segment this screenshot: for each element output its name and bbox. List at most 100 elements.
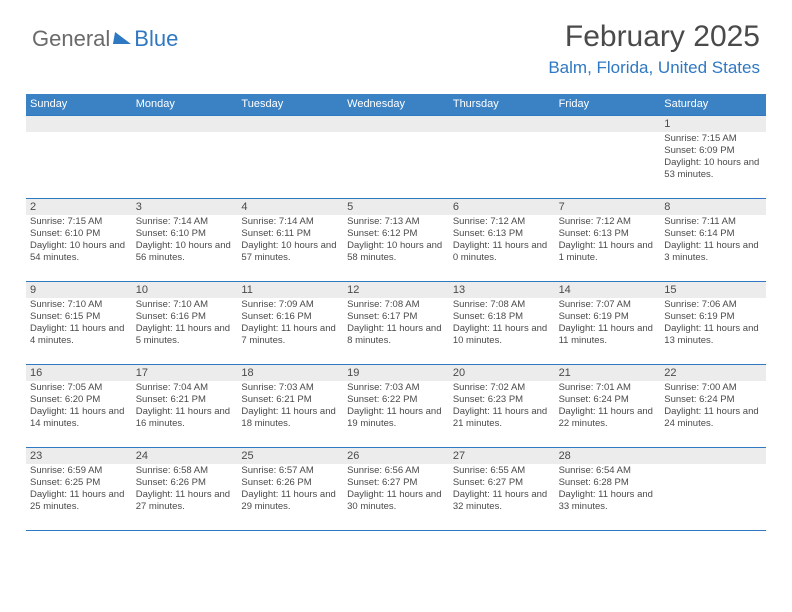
- day-number: 12: [343, 282, 449, 298]
- daylight-line: Daylight: 11 hours and 5 minutes.: [136, 323, 234, 347]
- daylight-line: Daylight: 11 hours and 16 minutes.: [136, 406, 234, 430]
- day-cell: 5Sunrise: 7:13 AMSunset: 6:12 PMDaylight…: [343, 199, 449, 281]
- day-number: 15: [660, 282, 766, 298]
- dow-wednesday: Wednesday: [343, 94, 449, 115]
- daylight-line: Daylight: 11 hours and 22 minutes.: [559, 406, 657, 430]
- calendar: Sunday Monday Tuesday Wednesday Thursday…: [26, 94, 766, 531]
- day-number: [343, 116, 449, 132]
- day-body: Sunrise: 7:05 AMSunset: 6:20 PMDaylight:…: [26, 381, 132, 434]
- dow-saturday: Saturday: [660, 94, 766, 115]
- daylight-line: Daylight: 11 hours and 27 minutes.: [136, 489, 234, 513]
- sunrise-line: Sunrise: 6:55 AM: [453, 465, 551, 477]
- sunset-line: Sunset: 6:12 PM: [347, 228, 445, 240]
- daylight-line: Daylight: 11 hours and 0 minutes.: [453, 240, 551, 264]
- week-row: 9Sunrise: 7:10 AMSunset: 6:15 PMDaylight…: [26, 281, 766, 364]
- daylight-line: Daylight: 11 hours and 14 minutes.: [30, 406, 128, 430]
- sunrise-line: Sunrise: 7:13 AM: [347, 216, 445, 228]
- day-cell: 27Sunrise: 6:55 AMSunset: 6:27 PMDayligh…: [449, 448, 555, 530]
- daylight-line: Daylight: 11 hours and 25 minutes.: [30, 489, 128, 513]
- sunset-line: Sunset: 6:18 PM: [453, 311, 551, 323]
- day-body: Sunrise: 6:58 AMSunset: 6:26 PMDaylight:…: [132, 464, 238, 517]
- sunrise-line: Sunrise: 7:02 AM: [453, 382, 551, 394]
- sunrise-line: Sunrise: 7:03 AM: [347, 382, 445, 394]
- day-number: 28: [555, 448, 661, 464]
- daylight-line: Daylight: 11 hours and 29 minutes.: [241, 489, 339, 513]
- daylight-line: Daylight: 11 hours and 3 minutes.: [664, 240, 762, 264]
- title-block: February 2025 Balm, Florida, United Stat…: [548, 20, 760, 78]
- logo: General Blue: [32, 26, 178, 52]
- day-cell: 22Sunrise: 7:00 AMSunset: 6:24 PMDayligh…: [660, 365, 766, 447]
- day-body: Sunrise: 7:04 AMSunset: 6:21 PMDaylight:…: [132, 381, 238, 434]
- day-number: 25: [237, 448, 343, 464]
- day-body: Sunrise: 7:03 AMSunset: 6:21 PMDaylight:…: [237, 381, 343, 434]
- day-number: 5: [343, 199, 449, 215]
- day-body: Sunrise: 7:10 AMSunset: 6:16 PMDaylight:…: [132, 298, 238, 351]
- day-cell: [26, 116, 132, 198]
- sunset-line: Sunset: 6:20 PM: [30, 394, 128, 406]
- daylight-line: Daylight: 11 hours and 24 minutes.: [664, 406, 762, 430]
- day-number: 7: [555, 199, 661, 215]
- day-number: 17: [132, 365, 238, 381]
- sunrise-line: Sunrise: 7:10 AM: [30, 299, 128, 311]
- day-number: 1: [660, 116, 766, 132]
- day-body: Sunrise: 7:08 AMSunset: 6:18 PMDaylight:…: [449, 298, 555, 351]
- day-cell: 2Sunrise: 7:15 AMSunset: 6:10 PMDaylight…: [26, 199, 132, 281]
- sunset-line: Sunset: 6:13 PM: [559, 228, 657, 240]
- daylight-line: Daylight: 11 hours and 32 minutes.: [453, 489, 551, 513]
- day-cell: 24Sunrise: 6:58 AMSunset: 6:26 PMDayligh…: [132, 448, 238, 530]
- day-number: [555, 116, 661, 132]
- week-row: 2Sunrise: 7:15 AMSunset: 6:10 PMDaylight…: [26, 198, 766, 281]
- sunset-line: Sunset: 6:24 PM: [664, 394, 762, 406]
- day-cell: [132, 116, 238, 198]
- daylight-line: Daylight: 11 hours and 1 minute.: [559, 240, 657, 264]
- day-cell: 10Sunrise: 7:10 AMSunset: 6:16 PMDayligh…: [132, 282, 238, 364]
- day-body: [449, 132, 555, 136]
- daylight-line: Daylight: 10 hours and 57 minutes.: [241, 240, 339, 264]
- daylight-line: Daylight: 10 hours and 56 minutes.: [136, 240, 234, 264]
- sunset-line: Sunset: 6:21 PM: [241, 394, 339, 406]
- sunrise-line: Sunrise: 7:15 AM: [30, 216, 128, 228]
- sunset-line: Sunset: 6:27 PM: [453, 477, 551, 489]
- daylight-line: Daylight: 10 hours and 53 minutes.: [664, 157, 762, 181]
- day-body: [660, 464, 766, 468]
- day-body: [343, 132, 449, 136]
- dow-monday: Monday: [132, 94, 238, 115]
- day-cell: 21Sunrise: 7:01 AMSunset: 6:24 PMDayligh…: [555, 365, 661, 447]
- day-number: 18: [237, 365, 343, 381]
- day-cell: 26Sunrise: 6:56 AMSunset: 6:27 PMDayligh…: [343, 448, 449, 530]
- day-number: 26: [343, 448, 449, 464]
- logo-text-general: General: [32, 26, 110, 52]
- day-body: [555, 132, 661, 136]
- sunset-line: Sunset: 6:16 PM: [136, 311, 234, 323]
- day-cell: 23Sunrise: 6:59 AMSunset: 6:25 PMDayligh…: [26, 448, 132, 530]
- sunrise-line: Sunrise: 6:58 AM: [136, 465, 234, 477]
- day-number: 14: [555, 282, 661, 298]
- day-number: 4: [237, 199, 343, 215]
- day-cell: 7Sunrise: 7:12 AMSunset: 6:13 PMDaylight…: [555, 199, 661, 281]
- day-body: [237, 132, 343, 136]
- day-cell: [343, 116, 449, 198]
- day-body: Sunrise: 7:03 AMSunset: 6:22 PMDaylight:…: [343, 381, 449, 434]
- sunrise-line: Sunrise: 7:06 AM: [664, 299, 762, 311]
- day-cell: 13Sunrise: 7:08 AMSunset: 6:18 PMDayligh…: [449, 282, 555, 364]
- daylight-line: Daylight: 11 hours and 10 minutes.: [453, 323, 551, 347]
- day-body: Sunrise: 7:00 AMSunset: 6:24 PMDaylight:…: [660, 381, 766, 434]
- sunset-line: Sunset: 6:16 PM: [241, 311, 339, 323]
- sunrise-line: Sunrise: 7:00 AM: [664, 382, 762, 394]
- day-body: Sunrise: 6:55 AMSunset: 6:27 PMDaylight:…: [449, 464, 555, 517]
- day-cell: [237, 116, 343, 198]
- sunset-line: Sunset: 6:24 PM: [559, 394, 657, 406]
- sunrise-line: Sunrise: 6:59 AM: [30, 465, 128, 477]
- day-cell: [449, 116, 555, 198]
- day-body: Sunrise: 7:13 AMSunset: 6:12 PMDaylight:…: [343, 215, 449, 268]
- daylight-line: Daylight: 11 hours and 21 minutes.: [453, 406, 551, 430]
- sunset-line: Sunset: 6:28 PM: [559, 477, 657, 489]
- day-of-week-row: Sunday Monday Tuesday Wednesday Thursday…: [26, 94, 766, 115]
- day-number: [237, 116, 343, 132]
- daylight-line: Daylight: 11 hours and 4 minutes.: [30, 323, 128, 347]
- dow-tuesday: Tuesday: [237, 94, 343, 115]
- day-number: 24: [132, 448, 238, 464]
- sunset-line: Sunset: 6:19 PM: [664, 311, 762, 323]
- sunrise-line: Sunrise: 6:56 AM: [347, 465, 445, 477]
- sunrise-line: Sunrise: 7:07 AM: [559, 299, 657, 311]
